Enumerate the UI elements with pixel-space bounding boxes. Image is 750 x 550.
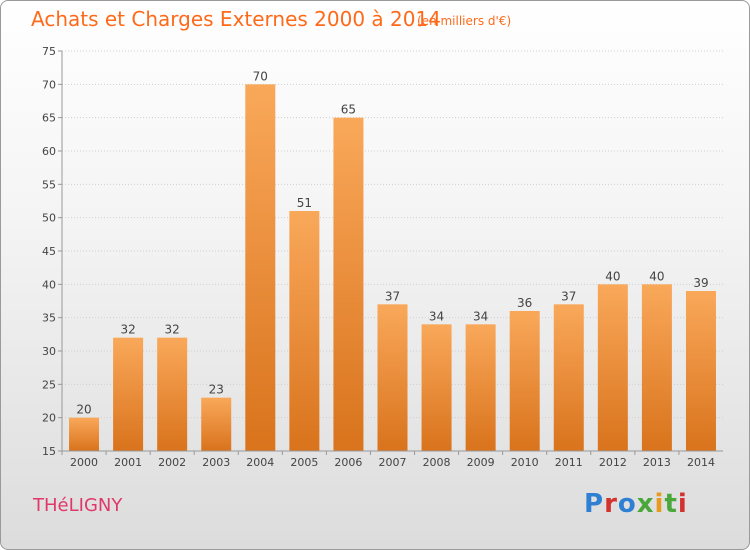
bar-2002: [157, 337, 188, 451]
y-tick-label: 20: [42, 412, 56, 425]
data-label-2005: 51: [297, 196, 312, 210]
bar-2005: [289, 211, 320, 451]
bar-2010: [509, 311, 540, 451]
data-label-2011: 37: [561, 289, 576, 303]
logo-letter: i: [677, 489, 688, 519]
logo-letter: o: [617, 489, 637, 519]
y-tick-label: 70: [42, 78, 56, 91]
data-label-2012: 40: [605, 269, 620, 283]
bar-2011: [553, 304, 584, 451]
x-tick-label-2009: 2009: [467, 456, 495, 469]
place-name: THéLIGNY: [33, 495, 123, 516]
data-label-2000: 20: [76, 403, 91, 417]
data-label-2010: 36: [517, 296, 532, 310]
y-tick-label: 45: [42, 245, 56, 258]
bar-2014: [685, 291, 716, 451]
bar-2013: [641, 284, 672, 451]
y-tick-label: 15: [42, 445, 56, 458]
data-label-2013: 40: [649, 269, 664, 283]
y-tick-label: 55: [42, 178, 56, 191]
bar-2003: [201, 397, 232, 451]
x-tick-labels: 2000 2001 2002 2003 2004 2005 2006 2007 2008 2009…: [61, 451, 715, 469]
data-labels: 20 32 32 23 70 51 65 37 34 34 36 37 40 40 39: [76, 69, 708, 416]
x-tick-label-2014: 2014: [687, 456, 715, 469]
bars: [69, 84, 716, 452]
x-tick-label-2003: 2003: [202, 456, 230, 469]
y-tick-label: 25: [42, 378, 56, 391]
y-tick-label: 65: [42, 112, 56, 125]
data-label-2007: 37: [385, 289, 400, 303]
y-tick-label: 60: [42, 145, 56, 158]
logo-letter: x: [636, 489, 655, 519]
x-tick-label-2004: 2004: [246, 456, 274, 469]
bar-2000: [69, 417, 100, 451]
y-tick-label: 75: [42, 45, 56, 58]
data-label-2014: 39: [693, 276, 708, 290]
x-tick-label-2002: 2002: [158, 456, 186, 469]
bar-2007: [377, 304, 408, 451]
data-label-2009: 34: [473, 309, 488, 323]
data-label-2008: 34: [429, 309, 444, 323]
data-label-2006: 65: [341, 103, 356, 117]
x-tick-label-2005: 2005: [290, 456, 318, 469]
y-tick-label: 50: [42, 212, 56, 225]
x-tick-label-2000: 2000: [70, 456, 98, 469]
data-label-2003: 23: [209, 383, 224, 397]
data-label-2002: 32: [165, 323, 180, 337]
bar-2012: [597, 284, 628, 451]
data-label-2001: 32: [120, 323, 135, 337]
x-tick-label-2011: 2011: [555, 456, 583, 469]
y-tick-label: 35: [42, 312, 56, 325]
x-tick-label-2007: 2007: [379, 456, 407, 469]
y-tick-label: 30: [42, 345, 56, 358]
logo-letter: i: [654, 489, 665, 519]
bar-2008: [421, 324, 452, 451]
bar-2009: [465, 324, 496, 451]
chart-subtitle: (en milliers d'€): [417, 14, 512, 28]
bar-2004: [245, 84, 276, 451]
logo-letter: t: [664, 489, 678, 519]
x-tick-label-2010: 2010: [511, 456, 539, 469]
logo-letter: r: [604, 489, 618, 519]
data-label-2004: 70: [253, 69, 268, 83]
bar-2006: [333, 117, 364, 452]
bar-2001: [113, 337, 144, 451]
x-tick-label-2008: 2008: [423, 456, 451, 469]
x-tick-label-2012: 2012: [599, 456, 627, 469]
proxiti-logo: Proxiti: [584, 489, 688, 519]
chart-title: Achats et Charges Externes 2000 à 2014: [31, 7, 441, 31]
x-tick-label-2006: 2006: [334, 456, 362, 469]
y-tick-labels: 15 20 25 30 35 40 45 50 55 60 65 70 75: [42, 45, 56, 458]
y-tick-label: 40: [42, 278, 56, 291]
x-tick-label-2001: 2001: [114, 456, 142, 469]
x-tick-label-2013: 2013: [643, 456, 671, 469]
logo-letter: P: [584, 489, 605, 519]
